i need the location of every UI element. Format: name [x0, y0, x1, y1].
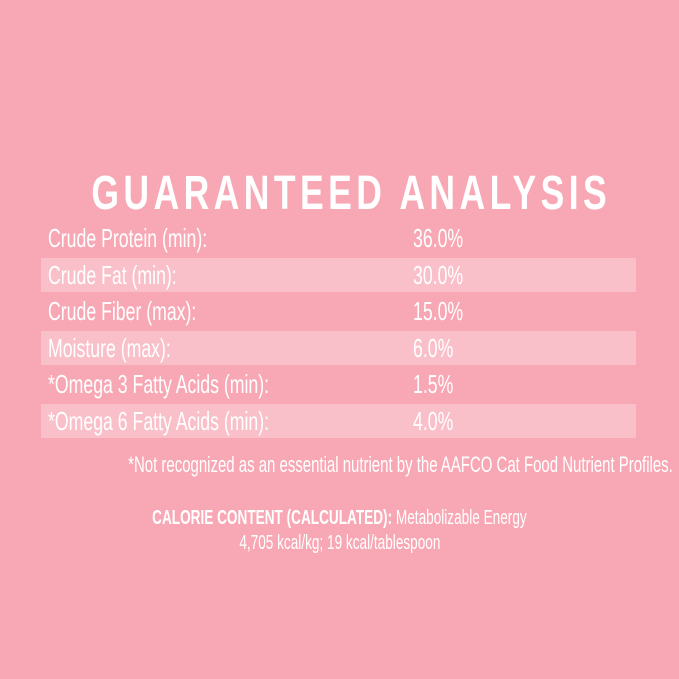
calorie-content-values: 4,705 kcal/kg; 19 kcal/tablespoon: [238, 532, 441, 554]
nutrient-value-text: 36.0%: [413, 223, 464, 253]
nutrient-value-text: 15.0%: [413, 296, 464, 326]
table-row: Crude Fiber (max): 15.0%: [41, 293, 636, 330]
nutrient-value: 4.0%: [413, 403, 472, 440]
calorie-content-heading: CALORIE CONTENT (CALCULATED):: [152, 507, 393, 529]
nutrient-label: Crude Fiber (max):: [48, 293, 266, 330]
nutrient-label: *Omega 3 Fatty Acids (min):: [48, 366, 373, 403]
nutrient-value-text: 30.0%: [413, 259, 464, 290]
nutrient-value-text: 4.0%: [413, 405, 454, 436]
nutrient-label: Moisture (max):: [48, 330, 229, 367]
page-title-text: GUARANTEED ANALYSIS: [91, 167, 612, 220]
nutrient-label-text: *Omega 6 Fatty Acids (min):: [48, 405, 270, 436]
calorie-content-description: Metabolizable Energy: [395, 507, 527, 529]
calorie-content-line1: CALORIE CONTENT (CALCULATED): Metaboliza…: [0, 506, 679, 531]
table-row: *Omega 6 Fatty Acids (min): 4.0%: [41, 403, 636, 440]
nutrient-label: *Omega 6 Fatty Acids (min):: [48, 403, 373, 440]
page-title: GUARANTEED ANALYSIS: [0, 170, 679, 218]
table-row: *Omega 3 Fatty Acids (min): 1.5%: [41, 366, 636, 403]
table-row: Crude Fat (min): 30.0%: [41, 257, 636, 294]
nutrient-label-text: *Omega 3 Fatty Acids (min):: [48, 369, 270, 399]
calorie-content-line2: 4,705 kcal/kg; 19 kcal/tablespoon: [0, 531, 679, 556]
table-row: Crude Protein (min): 36.0%: [41, 220, 636, 257]
nutrient-label-text: Moisture (max):: [48, 332, 171, 363]
nutrient-label: Crude Fat (min):: [48, 257, 237, 294]
footnote-text: *Not recognized as an essential nutrient…: [128, 452, 673, 477]
calorie-content-line1-text: CALORIE CONTENT (CALCULATED): Metaboliza…: [152, 506, 527, 531]
nutrient-value-text: 6.0%: [413, 332, 454, 363]
nutrient-label-text: Crude Protein (min):: [48, 223, 208, 253]
table-row: Moisture (max): 6.0%: [41, 330, 636, 367]
nutrient-value: 36.0%: [413, 220, 487, 257]
analysis-table: Crude Protein (min): 36.0% Crude Fat (mi…: [41, 220, 636, 439]
nutrient-value: 6.0%: [413, 330, 472, 367]
nutrient-value: 15.0%: [413, 293, 487, 330]
nutrient-value-text: 1.5%: [413, 369, 454, 399]
nutrient-label-text: Crude Fiber (max):: [48, 296, 197, 326]
nutrient-label-text: Crude Fat (min):: [48, 259, 177, 290]
nutrient-label: Crude Protein (min):: [48, 220, 282, 257]
footnote: *Not recognized as an essential nutrient…: [0, 453, 679, 477]
nutrient-value: 30.0%: [413, 257, 487, 294]
nutrient-value: 1.5%: [413, 366, 472, 403]
calorie-content: CALORIE CONTENT (CALCULATED): Metaboliza…: [0, 506, 679, 556]
